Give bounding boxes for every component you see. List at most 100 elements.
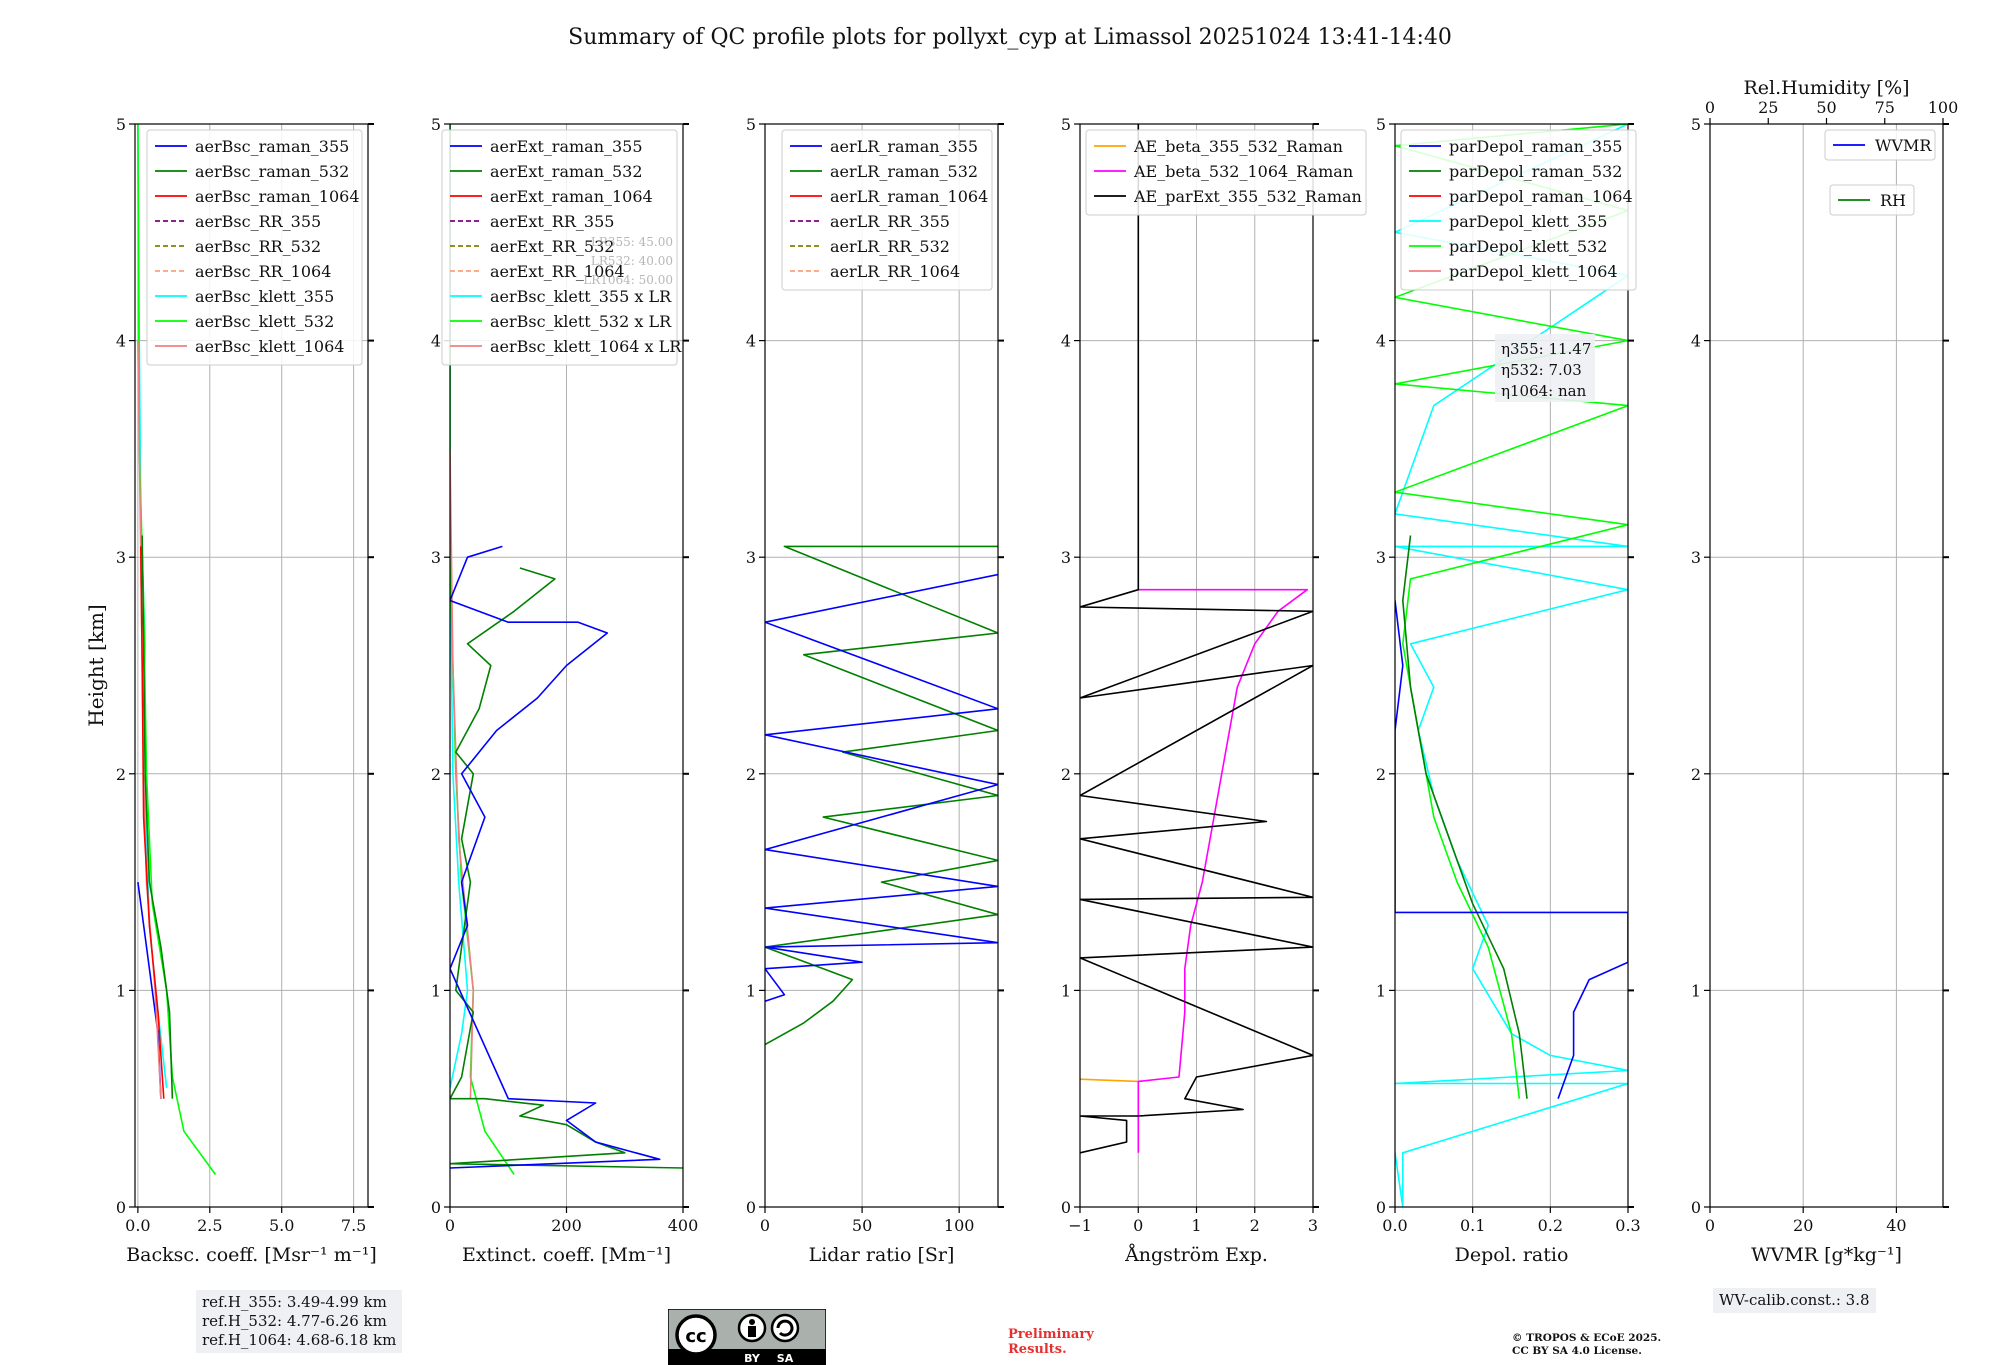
x-tick-label: 0.1: [1460, 1216, 1485, 1235]
series-group: [1080, 124, 1313, 1154]
x-tick-label: 7.5: [341, 1216, 366, 1235]
legend-label: AE_parExt_355_532_Raman: [1133, 187, 1362, 206]
legend-label: WVMR: [1875, 136, 1932, 155]
x-tick-label: 3: [1308, 1216, 1318, 1235]
x-tick-label: −1: [1068, 1216, 1092, 1235]
legend-box: [1085, 129, 1367, 216]
copyright-line-2: CC BY SA 4.0 License.: [1512, 1345, 1642, 1357]
cc-icon: [675, 1314, 717, 1356]
x-tick-label: 0: [760, 1216, 770, 1235]
y-tick-label: 3: [1376, 548, 1386, 567]
legend-label: aerBsc_RR_1064: [195, 262, 331, 281]
ref-height-532: ref.H_532: 4.77-6.26 km: [202, 1312, 387, 1330]
legend: aerLR_raman_355 aerLR_raman_532 aerLR_rama…: [781, 129, 993, 291]
series-group: [765, 545, 998, 1046]
ref-height-1064: ref.H_1064: 4.68-6.18 km: [202, 1331, 397, 1349]
y-tick-label: 5: [1061, 115, 1071, 134]
legend-label: aerLR_raman_355: [830, 137, 978, 156]
y-tick-label: 5: [1376, 115, 1386, 134]
legend-rh: RH: [1829, 184, 1915, 216]
y-tick-label: 1: [746, 981, 756, 1000]
top-x-tick-label: 25: [1758, 98, 1778, 117]
y-tick-label: 4: [116, 332, 126, 351]
y-tick-label: 0: [1376, 1198, 1386, 1217]
preliminary-note: Preliminary Results.: [1008, 1327, 1094, 1357]
legend-label: RH: [1880, 191, 1906, 210]
share-alike-icon: [770, 1313, 800, 1343]
x-tick-label: 40: [1886, 1216, 1906, 1235]
axes-frame: [764, 123, 999, 1208]
x-axis-label: Depol. ratio: [1455, 1244, 1569, 1266]
legend-label: aerExt_raman_532: [490, 162, 643, 181]
y-tick-label: 4: [431, 332, 441, 351]
y-tick-label: 2: [1691, 765, 1701, 784]
series-pardepol-raman-355: [1395, 600, 1628, 1099]
legend-label: parDepol_klett_355: [1449, 212, 1607, 231]
panel-ext: 0 1 2 3 4 5 0 200 400 Extinct. coeff. [Mm⁻¹] aerEx…: [431, 115, 698, 1266]
x-tick-label: 200: [551, 1216, 582, 1235]
copyright-note: © TROPOS & ECoE 2025. CC BY SA 4.0 Licen…: [1512, 1332, 1661, 1358]
x-tick-label: 0.2: [1538, 1216, 1563, 1235]
preliminary-line-2: Results.: [1008, 1342, 1067, 1357]
series-aerext-raman-532: [450, 567, 683, 1169]
x-tick-label: 0: [1705, 1216, 1715, 1235]
y-tick-label: 3: [431, 548, 441, 567]
y-tick-label: 5: [746, 115, 756, 134]
legend: AE_beta_355_532_Raman AE_beta_532_1064_Ra…: [1085, 129, 1367, 216]
y-tick-label: 1: [116, 981, 126, 1000]
y-tick-label: 5: [1691, 115, 1701, 134]
legend-label: aerExt_raman_355: [490, 137, 643, 156]
y-tick-label: 3: [116, 548, 126, 567]
legend: aerBsc_raman_355 aerBsc_raman_532 aerBsc_r…: [146, 129, 363, 366]
wv-calib-box: WV-calib.const.: 3.8: [1713, 1288, 1876, 1313]
x-tick-label: 2.5: [197, 1216, 222, 1235]
top-x-tick-label: 100: [1928, 98, 1959, 117]
legend-label: aerBsc_raman_355: [195, 137, 349, 156]
legend-wvmr: WVMR: [1824, 129, 1936, 161]
y-tick-label: 4: [1376, 332, 1386, 351]
y-tick-label: 5: [116, 115, 126, 134]
legend-label: AE_beta_355_532_Raman: [1133, 137, 1343, 156]
legend-label: aerBsc_klett_355: [195, 287, 334, 306]
y-tick-label: 2: [116, 765, 126, 784]
x-tick-label: 0.0: [125, 1216, 150, 1235]
x-axis-label: Backsc. coeff. [Msr⁻¹ m⁻¹]: [126, 1244, 377, 1266]
x-tick-label: 0: [445, 1216, 455, 1235]
legend-label: parDepol_raman_355: [1449, 137, 1622, 156]
legend-box: [441, 129, 678, 366]
cc-license-badge: cc BY SA: [668, 1309, 826, 1365]
legend-label: aerExt_raman_1064: [490, 187, 653, 206]
top-x-tick-label: 0: [1705, 98, 1715, 117]
lr-annotation: LR532: 40.00: [591, 254, 673, 268]
y-tick-label: 0: [1061, 1198, 1071, 1217]
x-tick-label: 400: [668, 1216, 699, 1235]
legend-label: aerBsc_klett_1064 x LR: [490, 337, 682, 356]
eta-annotation: η1064: nan: [1501, 382, 1587, 400]
x-tick-label: 50: [852, 1216, 872, 1235]
y-tick-label: 1: [1691, 981, 1701, 1000]
legend-label: aerExt_RR_532: [490, 237, 614, 256]
x-axis-label: Extinct. coeff. [Mm⁻¹]: [462, 1244, 671, 1266]
legend-label: aerBsc_klett_1064: [195, 337, 344, 356]
legend-label: aerBsc_klett_532: [195, 312, 334, 331]
legend: aerExt_raman_355 aerExt_raman_532 aerExt_r…: [441, 129, 682, 366]
panel-depol: 0 1 2 3 4 5 0.0 0.1 0.2 0.3 Depol. ratio parDepol_r…: [1376, 115, 1641, 1266]
figure-title: Summary of QC profile plots for pollyxt_…: [568, 25, 1452, 50]
y-tick-label: 4: [1061, 332, 1071, 351]
legend-label: aerExt_RR_355: [490, 212, 614, 231]
legend-label: aerBsc_RR_532: [195, 237, 321, 256]
x-axis-label: WVMR [g*kg⁻¹]: [1751, 1244, 1902, 1266]
x-tick-label: 5.0: [269, 1216, 294, 1235]
legend-label: aerLR_RR_1064: [830, 262, 960, 281]
svg-text:cc: cc: [685, 1326, 706, 1347]
y-tick-label: 0: [1691, 1198, 1701, 1217]
series-aerbsc-klett-1064: [137, 340, 162, 1099]
y-tick-label: 0: [431, 1198, 441, 1217]
x-tick-label: 0: [1133, 1216, 1143, 1235]
y-tick-label: 3: [1691, 548, 1701, 567]
x-tick-label: 0.3: [1615, 1216, 1640, 1235]
y-tick-label: 3: [746, 548, 756, 567]
series-ae-parext-355-532-raman: [1080, 124, 1313, 1154]
